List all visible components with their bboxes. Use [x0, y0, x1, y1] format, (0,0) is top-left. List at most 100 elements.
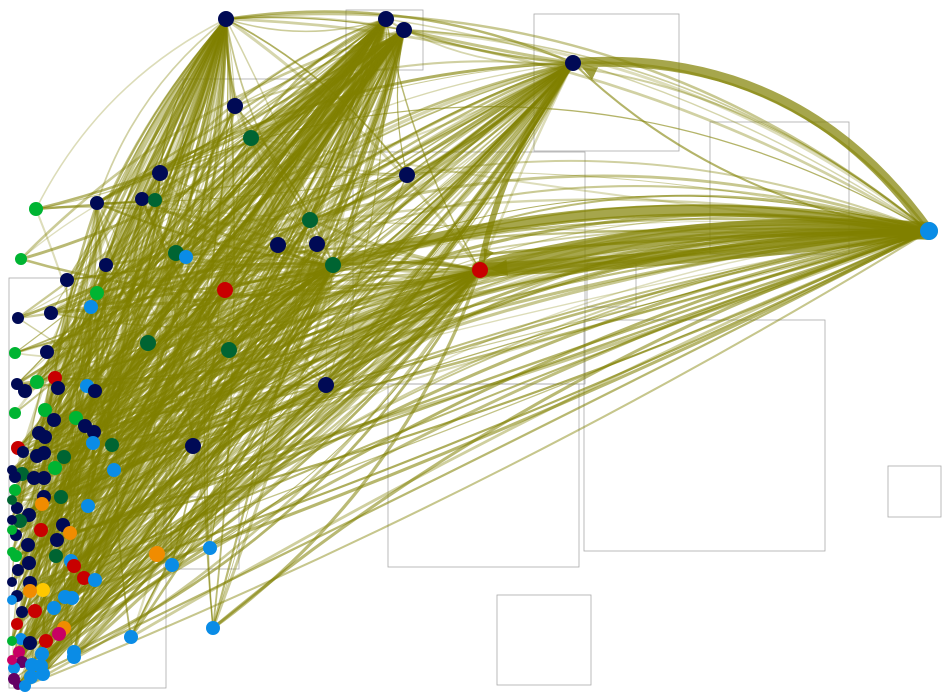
- graph-node-green[interactable]: [38, 403, 52, 417]
- graph-node-blue[interactable]: [920, 222, 938, 240]
- graph-node-yellow[interactable]: [36, 583, 50, 597]
- graph-node-blue[interactable]: [36, 667, 50, 681]
- graph-edge: [141, 18, 387, 200]
- graph-node-red[interactable]: [28, 604, 42, 618]
- graph-node-red[interactable]: [472, 262, 488, 278]
- graph-node-green[interactable]: [29, 202, 43, 216]
- graph-node-blue[interactable]: [67, 650, 81, 664]
- graph-node-blue[interactable]: [203, 541, 217, 555]
- graph-node-darkgreen[interactable]: [54, 490, 68, 504]
- graph-node-navy[interactable]: [23, 636, 37, 650]
- graph-node-red[interactable]: [67, 559, 81, 573]
- graph-node-navy[interactable]: [38, 430, 52, 444]
- graph-node-navy[interactable]: [90, 196, 104, 210]
- graph-node-green[interactable]: [15, 253, 27, 265]
- graph-node-navy[interactable]: [565, 55, 581, 71]
- graph-node-blue[interactable]: [65, 591, 79, 605]
- graph-node-blue[interactable]: [8, 662, 20, 674]
- graph-node-green[interactable]: [30, 375, 44, 389]
- graph-node-navy[interactable]: [7, 465, 17, 475]
- graph-node-orange[interactable]: [23, 584, 37, 598]
- graph-node-green[interactable]: [7, 547, 17, 557]
- graph-node-darkgreen[interactable]: [49, 549, 63, 563]
- graph-node-red[interactable]: [39, 634, 53, 648]
- graph-node-darkgreen[interactable]: [302, 212, 318, 228]
- graph-node-navy[interactable]: [135, 192, 149, 206]
- graph-node-orange[interactable]: [63, 526, 77, 540]
- graph-node-navy[interactable]: [17, 446, 29, 458]
- graph-node-navy[interactable]: [21, 538, 35, 552]
- graph-node-blue[interactable]: [35, 647, 49, 661]
- graph-node-orange[interactable]: [35, 497, 49, 511]
- graph-node-magenta[interactable]: [7, 655, 17, 665]
- graph-node-navy[interactable]: [37, 471, 51, 485]
- graph-node-darkgreen[interactable]: [7, 495, 17, 505]
- graph-node-darkgreen[interactable]: [57, 450, 71, 464]
- graph-node-darkgreen[interactable]: [243, 130, 259, 146]
- graph-node-navy[interactable]: [218, 11, 234, 27]
- graph-node-navy[interactable]: [7, 515, 17, 525]
- graph-node-magenta[interactable]: [52, 627, 66, 641]
- graph-node-green[interactable]: [9, 407, 21, 419]
- graph-node-darkgreen[interactable]: [13, 514, 27, 528]
- graph-node-navy[interactable]: [11, 502, 23, 514]
- graph-node-navy[interactable]: [309, 236, 325, 252]
- graph-node-blue[interactable]: [206, 621, 220, 635]
- graph-node-navy[interactable]: [50, 533, 64, 547]
- graph-node-green[interactable]: [9, 484, 21, 496]
- graph-node-blue[interactable]: [88, 573, 102, 587]
- graph-node-navy[interactable]: [399, 167, 415, 183]
- graph-node-navy[interactable]: [378, 11, 394, 27]
- graph-node-blue[interactable]: [47, 601, 61, 615]
- graph-node-navy[interactable]: [7, 577, 17, 587]
- graph-node-navy[interactable]: [270, 237, 286, 253]
- graph-node-darkgreen[interactable]: [140, 335, 156, 351]
- graph-node-navy[interactable]: [60, 273, 74, 287]
- graph-node-magenta[interactable]: [13, 646, 25, 658]
- graph-node-navy[interactable]: [152, 165, 168, 181]
- graph-node-navy[interactable]: [47, 413, 61, 427]
- graph-node-green[interactable]: [9, 347, 21, 359]
- graph-node-red[interactable]: [34, 523, 48, 537]
- graph-node-blue[interactable]: [179, 250, 193, 264]
- graph-node-navy[interactable]: [318, 377, 334, 393]
- graph-node-navy[interactable]: [40, 345, 54, 359]
- graph-node-navy[interactable]: [11, 378, 23, 390]
- graph-node-blue[interactable]: [107, 463, 121, 477]
- graph-node-navy[interactable]: [44, 306, 58, 320]
- graph-node-blue[interactable]: [81, 499, 95, 513]
- graph-node-navy[interactable]: [87, 425, 101, 439]
- graph-node-red[interactable]: [217, 282, 233, 298]
- graph-node-green[interactable]: [48, 461, 62, 475]
- graph-node-navy[interactable]: [51, 381, 65, 395]
- graph-node-navy[interactable]: [88, 384, 102, 398]
- graph-node-orange[interactable]: [149, 546, 165, 562]
- graph-node-red[interactable]: [77, 571, 91, 585]
- graph-node-navy[interactable]: [12, 312, 24, 324]
- graph-node-blue[interactable]: [165, 558, 179, 572]
- graph-node-navy[interactable]: [396, 22, 412, 38]
- graph-node-red[interactable]: [11, 618, 23, 630]
- graph-node-navy[interactable]: [12, 564, 24, 576]
- graph-node-navy[interactable]: [227, 98, 243, 114]
- graph-node-green[interactable]: [7, 525, 17, 535]
- graph-node-blue[interactable]: [124, 630, 138, 644]
- graph-node-blue[interactable]: [24, 670, 38, 684]
- graph-node-blue[interactable]: [19, 680, 31, 692]
- graph-node-navy[interactable]: [99, 258, 113, 272]
- graph-node-navy[interactable]: [22, 556, 36, 570]
- graph-node-darkgreen[interactable]: [148, 193, 162, 207]
- graph-node-navy[interactable]: [16, 606, 28, 618]
- graph-node-green[interactable]: [7, 636, 17, 646]
- graph-node-darkgreen[interactable]: [325, 257, 341, 273]
- graph-node-green[interactable]: [69, 411, 83, 425]
- graph-node-green[interactable]: [90, 286, 104, 300]
- graph-node-blue[interactable]: [86, 436, 100, 450]
- graph-node-navy[interactable]: [185, 438, 201, 454]
- graph-node-blue[interactable]: [7, 595, 17, 605]
- graph-node-darkgreen[interactable]: [105, 438, 119, 452]
- graph-node-navy[interactable]: [27, 471, 41, 485]
- graph-node-darkgreen[interactable]: [221, 342, 237, 358]
- graph-node-blue[interactable]: [84, 300, 98, 314]
- graph-node-navy[interactable]: [30, 449, 44, 463]
